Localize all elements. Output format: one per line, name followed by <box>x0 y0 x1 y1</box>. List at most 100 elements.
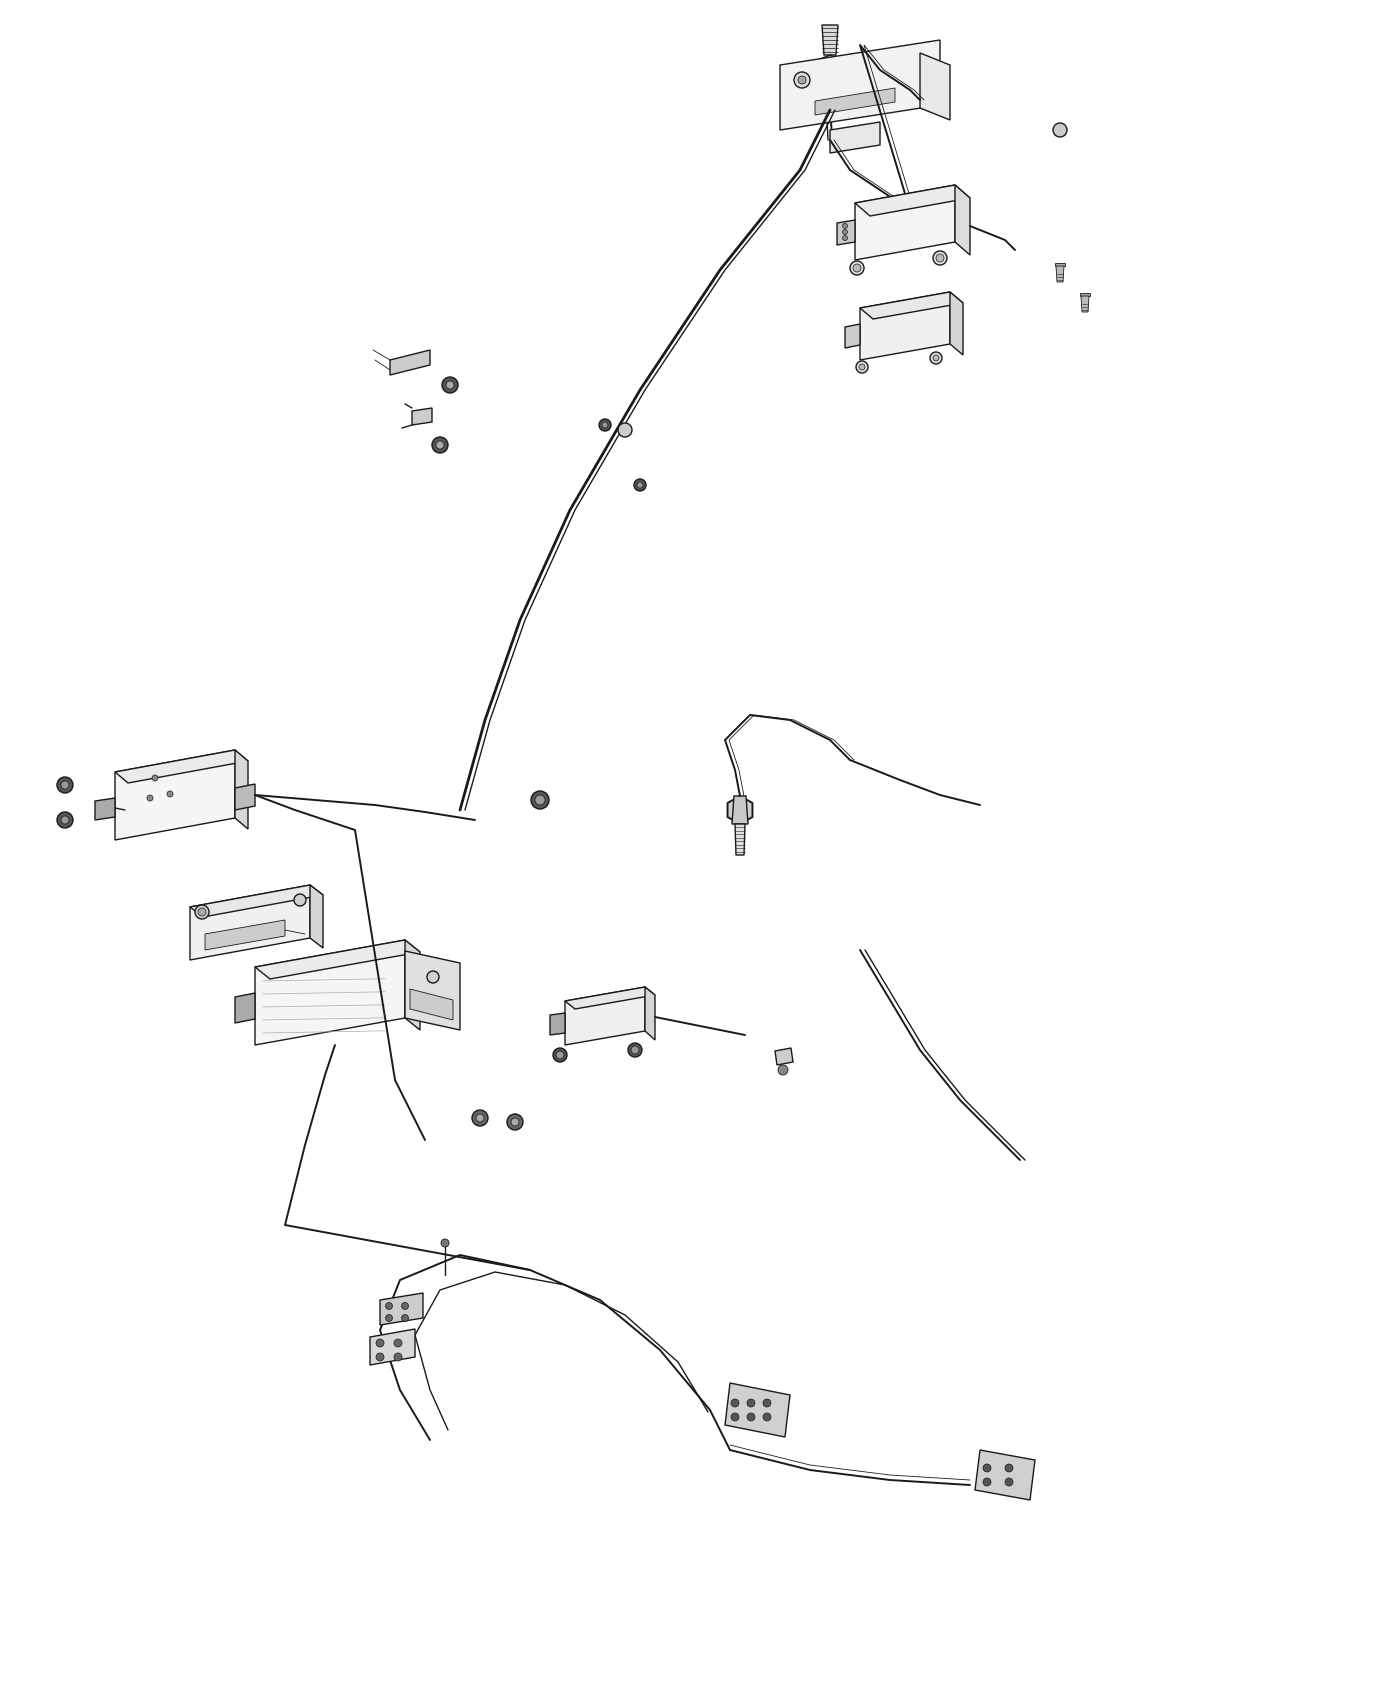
Circle shape <box>385 1302 392 1309</box>
Polygon shape <box>190 886 309 960</box>
Circle shape <box>860 364 865 371</box>
Polygon shape <box>815 88 895 116</box>
Circle shape <box>850 262 864 275</box>
Polygon shape <box>1079 292 1091 296</box>
Polygon shape <box>1056 265 1064 282</box>
Polygon shape <box>235 784 255 809</box>
Circle shape <box>511 1119 519 1125</box>
Circle shape <box>57 777 73 792</box>
Polygon shape <box>190 886 323 916</box>
Circle shape <box>531 790 549 809</box>
Polygon shape <box>780 41 939 129</box>
Circle shape <box>62 816 69 824</box>
Circle shape <box>435 440 444 449</box>
Circle shape <box>617 423 631 437</box>
Circle shape <box>843 223 847 228</box>
Circle shape <box>599 418 610 432</box>
Circle shape <box>1053 122 1067 138</box>
Circle shape <box>932 252 946 265</box>
Circle shape <box>402 1314 409 1321</box>
Circle shape <box>447 381 454 389</box>
Polygon shape <box>735 824 745 855</box>
Circle shape <box>472 1110 489 1125</box>
Circle shape <box>377 1340 384 1346</box>
Polygon shape <box>725 1384 790 1436</box>
Polygon shape <box>860 292 951 360</box>
Circle shape <box>629 1044 643 1057</box>
Polygon shape <box>837 219 855 245</box>
Polygon shape <box>855 185 970 216</box>
Circle shape <box>843 236 847 240</box>
Polygon shape <box>115 750 235 840</box>
Circle shape <box>748 1399 755 1408</box>
Polygon shape <box>728 796 752 824</box>
Circle shape <box>763 1413 771 1421</box>
Polygon shape <box>410 989 454 1020</box>
Circle shape <box>197 908 206 916</box>
Polygon shape <box>115 750 248 784</box>
Polygon shape <box>405 950 461 1030</box>
Circle shape <box>794 71 811 88</box>
Polygon shape <box>818 54 843 75</box>
Polygon shape <box>955 185 970 255</box>
Polygon shape <box>776 1047 792 1064</box>
Polygon shape <box>855 185 955 260</box>
Polygon shape <box>920 53 951 121</box>
Circle shape <box>167 790 174 797</box>
Circle shape <box>937 253 944 262</box>
Circle shape <box>393 1353 402 1362</box>
Circle shape <box>731 1399 739 1408</box>
Polygon shape <box>235 993 255 1023</box>
Circle shape <box>763 1399 771 1408</box>
Circle shape <box>778 1064 788 1074</box>
Circle shape <box>385 1314 392 1321</box>
Polygon shape <box>95 797 115 819</box>
Polygon shape <box>732 796 748 824</box>
Circle shape <box>57 813 73 828</box>
Circle shape <box>731 1413 739 1421</box>
Circle shape <box>556 1051 564 1059</box>
Circle shape <box>535 796 545 806</box>
Circle shape <box>843 230 847 235</box>
Polygon shape <box>830 122 881 153</box>
Circle shape <box>377 1353 384 1362</box>
Polygon shape <box>309 886 323 949</box>
Polygon shape <box>1056 264 1065 265</box>
Circle shape <box>1005 1477 1014 1486</box>
Circle shape <box>634 479 645 491</box>
Circle shape <box>294 894 307 906</box>
Polygon shape <box>974 1450 1035 1499</box>
Circle shape <box>748 1413 755 1421</box>
Polygon shape <box>405 940 420 1030</box>
Polygon shape <box>822 26 839 54</box>
Polygon shape <box>818 78 841 100</box>
Circle shape <box>1005 1464 1014 1472</box>
Circle shape <box>442 377 458 393</box>
Polygon shape <box>550 1013 566 1035</box>
Polygon shape <box>860 292 963 320</box>
Circle shape <box>637 483 643 488</box>
Polygon shape <box>846 325 860 348</box>
Polygon shape <box>566 988 655 1010</box>
Circle shape <box>631 1046 638 1054</box>
Polygon shape <box>412 408 433 425</box>
Circle shape <box>441 1239 449 1248</box>
Polygon shape <box>204 920 286 950</box>
Circle shape <box>402 1302 409 1309</box>
Polygon shape <box>391 350 430 376</box>
Circle shape <box>507 1114 524 1130</box>
Polygon shape <box>1081 296 1089 313</box>
Circle shape <box>853 264 861 272</box>
Polygon shape <box>255 940 420 979</box>
Circle shape <box>195 904 209 920</box>
Polygon shape <box>370 1329 414 1365</box>
Circle shape <box>476 1114 484 1122</box>
Circle shape <box>983 1477 991 1486</box>
Circle shape <box>393 1340 402 1346</box>
Polygon shape <box>645 988 655 1040</box>
Circle shape <box>427 971 440 983</box>
Circle shape <box>602 422 608 428</box>
Polygon shape <box>255 940 405 1046</box>
Circle shape <box>147 796 153 801</box>
Polygon shape <box>379 1294 423 1324</box>
